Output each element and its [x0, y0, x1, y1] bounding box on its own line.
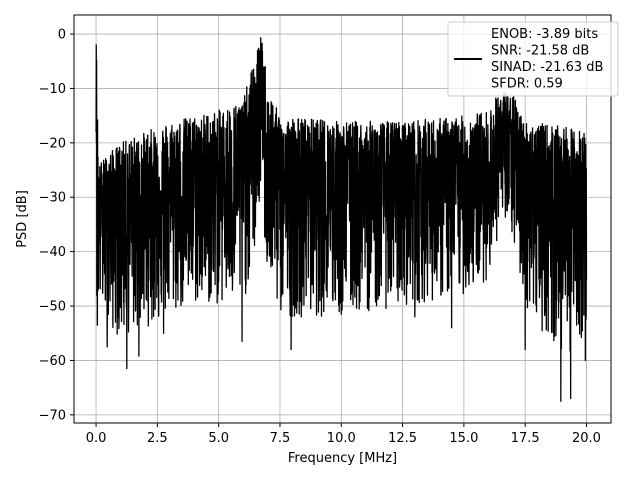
y-axis-label: PSD [dB] — [15, 190, 30, 248]
x-tick-label: 20.0 — [572, 431, 601, 446]
y-tick-label: −40 — [39, 245, 66, 260]
x-tick-label: 12.5 — [388, 431, 417, 446]
y-tick-label: −70 — [39, 408, 66, 423]
x-ticks: 0.0 2.5 5.0 7.5 10.0 12.5 15.0 17.5 20.0 — [86, 423, 601, 446]
x-tick-label: 17.5 — [511, 431, 540, 446]
plot-series — [95, 37, 588, 402]
x-tick-label: 0.0 — [86, 431, 107, 446]
x-tick-label: 10.0 — [327, 431, 356, 446]
y-tick-label: −30 — [39, 191, 66, 206]
y-tick-label: −20 — [39, 136, 66, 151]
legend-entry-sfdr: SFDR: 0.59 — [491, 77, 563, 92]
legend-entry-snr: SNR: -21.58 dB — [491, 44, 589, 59]
x-tick-label: 15.0 — [449, 431, 478, 446]
y-tick-label: 0 — [58, 28, 66, 43]
x-tick-label: 5.0 — [208, 431, 229, 446]
y-tick-label: −60 — [39, 354, 66, 369]
x-axis-label: Frequency [MHz] — [288, 451, 397, 466]
x-tick-label: 7.5 — [270, 431, 291, 446]
x-tick-label: 2.5 — [147, 431, 168, 446]
legend-entry-enob: ENOB: -3.89 bits — [491, 27, 598, 42]
legend-box — [447, 21, 619, 97]
legend-entry-sinad: SINAD: -21.63 dB — [491, 60, 603, 75]
legend: ENOB: -3.89 bits SNR: -21.58 dB SINAD: -… — [447, 21, 619, 97]
psd-series-line — [95, 37, 588, 402]
y-ticks: 0 −10 −20 −30 −40 −50 −60 −70 — [39, 28, 74, 423]
plot-frame — [73, 14, 612, 424]
y-tick-label: −10 — [39, 82, 66, 97]
y-tick-label: −50 — [39, 300, 66, 315]
